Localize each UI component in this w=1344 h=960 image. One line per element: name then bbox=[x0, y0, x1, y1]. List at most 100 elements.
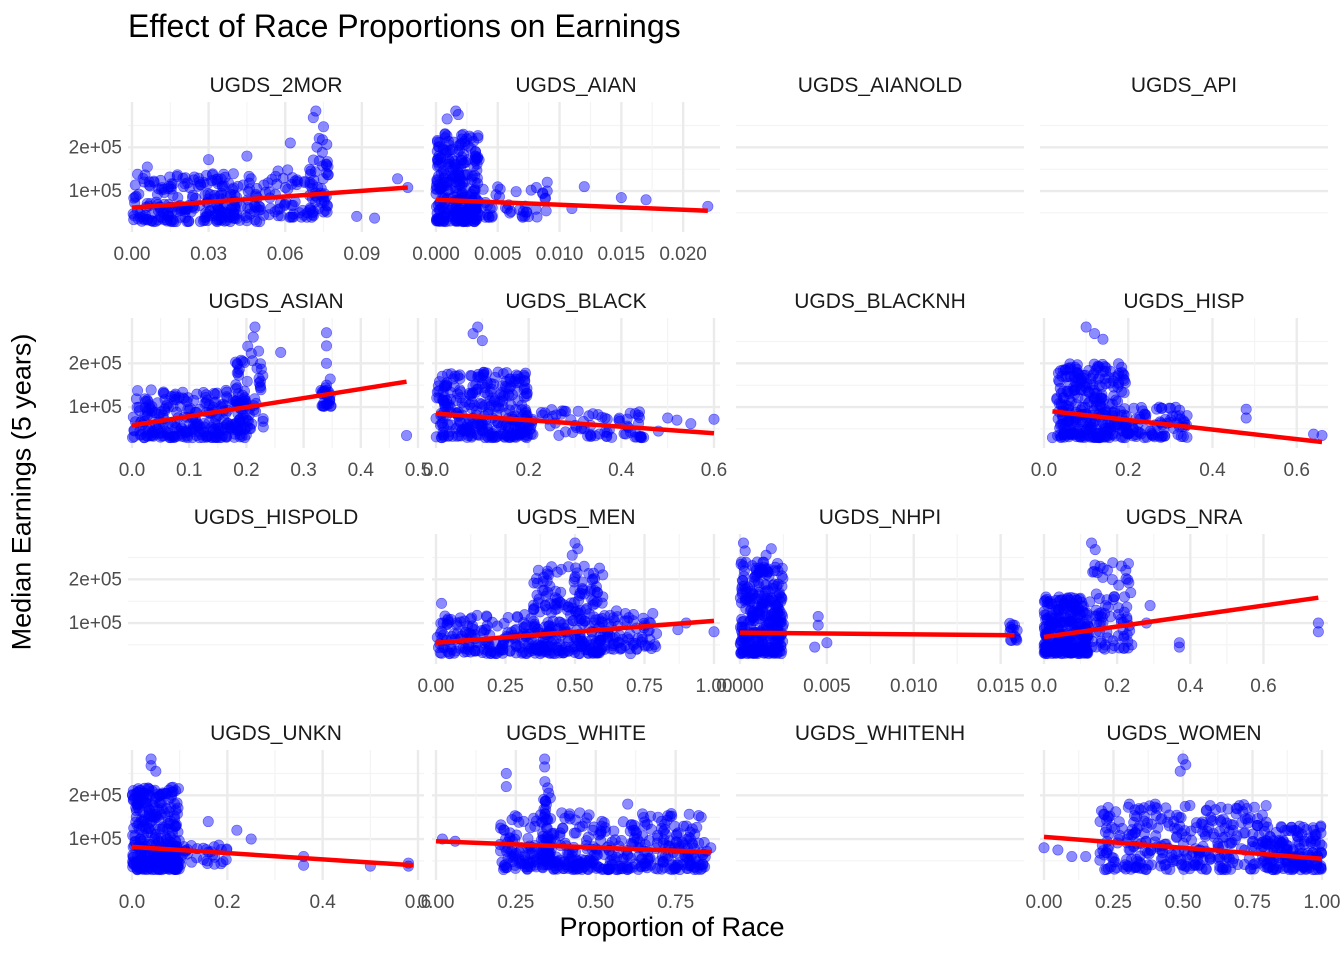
data-point bbox=[581, 835, 593, 847]
data-point bbox=[438, 215, 450, 227]
data-point bbox=[1069, 428, 1081, 440]
data-point bbox=[562, 619, 574, 631]
data-point bbox=[293, 207, 305, 219]
data-point bbox=[130, 393, 142, 405]
data-point bbox=[242, 340, 254, 352]
x-tick-label: 0.3 bbox=[290, 460, 316, 481]
data-point bbox=[449, 170, 461, 182]
data-point bbox=[203, 210, 215, 222]
data-point bbox=[128, 431, 140, 443]
data-point bbox=[155, 797, 167, 809]
data-point bbox=[1238, 799, 1250, 811]
data-point bbox=[510, 186, 522, 198]
data-point bbox=[1159, 430, 1171, 442]
data-point bbox=[128, 214, 140, 226]
data-point bbox=[457, 128, 469, 140]
x-tick-label: 0.4 bbox=[1177, 676, 1204, 697]
data-point bbox=[1063, 388, 1075, 400]
data-point bbox=[1123, 577, 1135, 589]
facet-panel: UGDS_HISPOLD 1e+05 2e+05 bbox=[69, 506, 424, 646]
data-point bbox=[1215, 801, 1227, 813]
data-point bbox=[254, 380, 266, 392]
data-point bbox=[457, 157, 469, 169]
data-point bbox=[134, 211, 146, 223]
data-point bbox=[776, 591, 788, 603]
data-point bbox=[223, 208, 235, 220]
data-point bbox=[284, 137, 296, 149]
data-point bbox=[510, 429, 522, 441]
data-point bbox=[588, 645, 600, 657]
data-point bbox=[253, 345, 265, 357]
data-point bbox=[528, 640, 540, 652]
facet-strip-label: UGDS_API bbox=[1131, 74, 1237, 97]
data-point bbox=[450, 215, 462, 227]
data-point bbox=[645, 642, 657, 654]
data-point bbox=[129, 179, 141, 191]
data-point bbox=[763, 586, 775, 598]
facet-panel: UGDS_HISP 0.0 0.2 0.4 0.6 bbox=[1031, 290, 1328, 481]
data-point bbox=[1059, 364, 1071, 376]
data-point bbox=[596, 411, 608, 423]
data-point bbox=[659, 823, 671, 835]
x-tick-label: 0.005 bbox=[474, 244, 522, 265]
data-point bbox=[141, 161, 153, 173]
data-point bbox=[683, 808, 695, 820]
data-point bbox=[244, 183, 256, 195]
data-point bbox=[630, 826, 642, 838]
data-point bbox=[1176, 827, 1188, 839]
x-tick-label: 0.25 bbox=[1095, 892, 1132, 913]
facet-panel: UGDS_API bbox=[1040, 74, 1328, 214]
data-point bbox=[1080, 851, 1092, 863]
data-point bbox=[1100, 600, 1112, 612]
data-point bbox=[1212, 837, 1224, 849]
facet-strip-label: UGDS_MEN bbox=[516, 506, 635, 529]
data-point bbox=[583, 854, 595, 866]
data-point bbox=[202, 816, 214, 828]
data-point bbox=[1260, 800, 1272, 812]
data-point bbox=[1099, 864, 1111, 876]
trend-line bbox=[131, 185, 408, 210]
data-point bbox=[773, 634, 785, 646]
data-point bbox=[320, 167, 332, 179]
x-tick-label: 0.0 bbox=[423, 460, 449, 481]
data-point bbox=[1107, 852, 1119, 864]
data-point bbox=[436, 418, 448, 430]
data-point bbox=[139, 401, 151, 413]
data-point bbox=[158, 388, 170, 400]
data-point bbox=[1135, 401, 1147, 413]
y-tick-label: 2e+05 bbox=[69, 569, 122, 590]
data-point bbox=[629, 408, 641, 420]
data-point bbox=[254, 216, 266, 228]
data-point bbox=[481, 610, 493, 622]
data-point bbox=[199, 214, 211, 226]
data-point bbox=[154, 823, 166, 835]
data-point bbox=[1101, 814, 1113, 826]
data-point bbox=[435, 617, 447, 629]
data-point bbox=[678, 820, 690, 832]
data-point bbox=[582, 430, 594, 442]
data-point bbox=[194, 215, 206, 227]
y-tick-label: 1e+05 bbox=[69, 613, 122, 634]
data-point bbox=[287, 199, 299, 211]
data-point bbox=[270, 170, 282, 182]
data-point bbox=[147, 216, 159, 228]
x-tick-label: 0.2 bbox=[214, 892, 240, 913]
data-point bbox=[1126, 639, 1138, 651]
data-point bbox=[468, 135, 480, 147]
data-point bbox=[325, 400, 337, 412]
facet-strip-label: UGDS_2MOR bbox=[209, 74, 342, 97]
x-tick-label: 1.00 bbox=[1304, 892, 1341, 913]
data-point bbox=[1097, 571, 1109, 583]
data-point bbox=[595, 825, 607, 837]
data-point bbox=[1113, 608, 1125, 620]
data-point bbox=[556, 807, 568, 819]
data-point bbox=[437, 429, 449, 441]
facet-panel: UGDS_WOMEN 0.00 0.25 0.50 0.75 1.00 bbox=[1026, 722, 1341, 913]
data-point bbox=[255, 375, 267, 387]
data-point bbox=[161, 215, 173, 227]
data-point bbox=[1118, 591, 1130, 603]
data-point bbox=[454, 369, 466, 381]
data-point bbox=[230, 379, 242, 391]
data-point bbox=[133, 188, 145, 200]
data-point bbox=[227, 168, 239, 180]
